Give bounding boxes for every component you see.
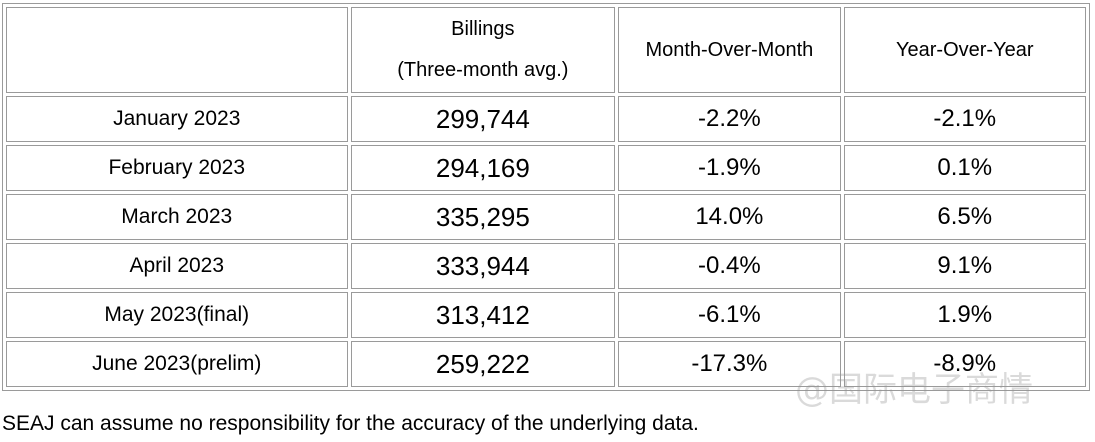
billings-table-container: Billings (Three-month avg.) Month-Over-M… — [2, 3, 1090, 391]
table-row: January 2023 299,744 -2.2% -2.1% — [6, 96, 1086, 142]
cell-month: January 2023 — [6, 96, 348, 142]
header-yoy: Year-Over-Year — [843, 7, 1086, 93]
header-month — [6, 7, 348, 93]
cell-billings: 299,744 — [350, 96, 616, 142]
cell-mom: -2.2% — [618, 96, 841, 142]
cell-yoy: -8.9% — [843, 341, 1086, 387]
cell-billings: 313,412 — [350, 292, 616, 338]
cell-yoy: 9.1% — [843, 243, 1086, 289]
cell-yoy: 0.1% — [843, 145, 1086, 191]
header-billings-title: Billings — [451, 18, 515, 40]
cell-mom: 14.0% — [618, 194, 841, 240]
cell-month: April 2023 — [6, 243, 348, 289]
cell-billings: 333,944 — [350, 243, 616, 289]
table-row: March 2023 335,295 14.0% 6.5% — [6, 194, 1086, 240]
cell-month: May 2023(final) — [6, 292, 348, 338]
billings-table: Billings (Three-month avg.) Month-Over-M… — [2, 3, 1090, 391]
table-row: April 2023 333,944 -0.4% 9.1% — [6, 243, 1086, 289]
header-billings: Billings (Three-month avg.) — [350, 7, 616, 93]
footnote: SEAJ can assume no responsibility for th… — [2, 412, 699, 435]
cell-billings: 335,295 — [350, 194, 616, 240]
cell-month: March 2023 — [6, 194, 348, 240]
header-mom: Month-Over-Month — [618, 7, 841, 93]
table-header-row: Billings (Three-month avg.) Month-Over-M… — [6, 7, 1086, 93]
cell-billings: 259,222 — [350, 341, 616, 387]
cell-month: June 2023(prelim) — [6, 341, 348, 387]
cell-month: February 2023 — [6, 145, 348, 191]
cell-mom: -17.3% — [618, 341, 841, 387]
cell-mom: -0.4% — [618, 243, 841, 289]
table-row: May 2023(final) 313,412 -6.1% 1.9% — [6, 292, 1086, 338]
header-billings-subtitle: (Three-month avg.) — [397, 59, 569, 81]
table-row: February 2023 294,169 -1.9% 0.1% — [6, 145, 1086, 191]
cell-mom: -1.9% — [618, 145, 841, 191]
cell-yoy: -2.1% — [843, 96, 1086, 142]
cell-mom: -6.1% — [618, 292, 841, 338]
cell-yoy: 6.5% — [843, 194, 1086, 240]
cell-billings: 294,169 — [350, 145, 616, 191]
table-row: June 2023(prelim) 259,222 -17.3% -8.9% — [6, 341, 1086, 387]
cell-yoy: 1.9% — [843, 292, 1086, 338]
